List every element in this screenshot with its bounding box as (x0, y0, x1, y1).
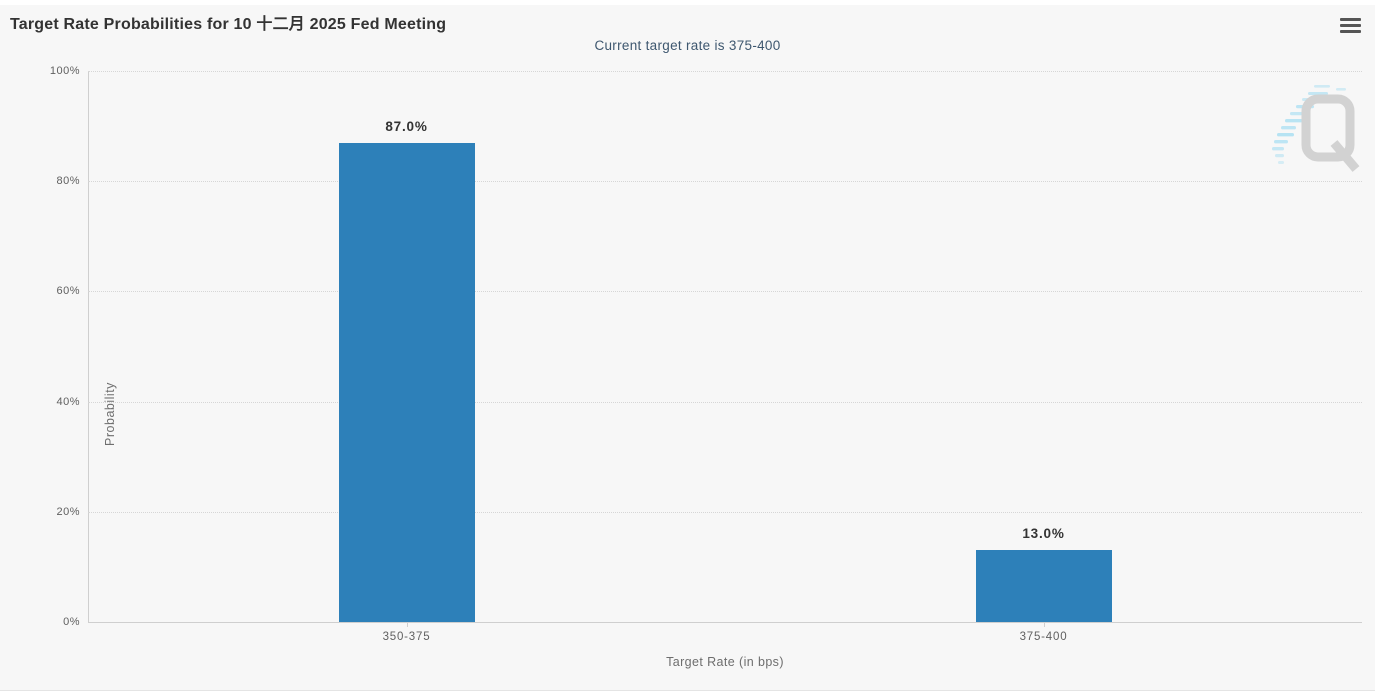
plot-area: Probability 0% 20% 40% 60% 80% 100% 87.0% 350-3… (50, 65, 1362, 643)
y-tick-label: 40% (56, 395, 80, 408)
x-axis-tick (1043, 622, 1045, 627)
y-axis-title: Probability (103, 382, 117, 446)
chart-subtitle: Current target rate is 375-400 (594, 38, 781, 53)
x-axis-title: Target Rate (in bps) (666, 655, 784, 669)
x-axis-line (88, 622, 1362, 623)
x-axis-tick (406, 622, 408, 627)
x-category-label: 375-400 (1019, 631, 1068, 643)
y-tick-label: 100% (49, 65, 80, 77)
y-tick-label: 0% (63, 616, 80, 628)
bar-375-400[interactable] (975, 550, 1112, 622)
x-category-label: 350-375 (382, 631, 431, 643)
y-gridline-80% (88, 181, 1362, 183)
y-axis-line (88, 71, 89, 622)
y-tick-label: 20% (56, 505, 80, 518)
y-gridline-20% (88, 511, 1362, 513)
hamburger-menu-icon[interactable] (1337, 13, 1363, 37)
bar-value-label: 13.0% (1022, 526, 1065, 542)
chart-title: Target Rate Probabilities for 10 十二月 202… (10, 16, 447, 33)
y-gridline-40% (88, 401, 1362, 403)
bar-350-375[interactable] (338, 142, 475, 622)
y-gridline-100% (88, 71, 1362, 72)
bar-value-label: 87.0% (385, 118, 428, 134)
y-gridline-60% (88, 291, 1362, 293)
chart-panel: Target Rate Probabilities for 10 十二月 202… (0, 5, 1375, 691)
y-tick-label: 60% (56, 285, 80, 298)
y-tick-label: 80% (56, 175, 80, 188)
